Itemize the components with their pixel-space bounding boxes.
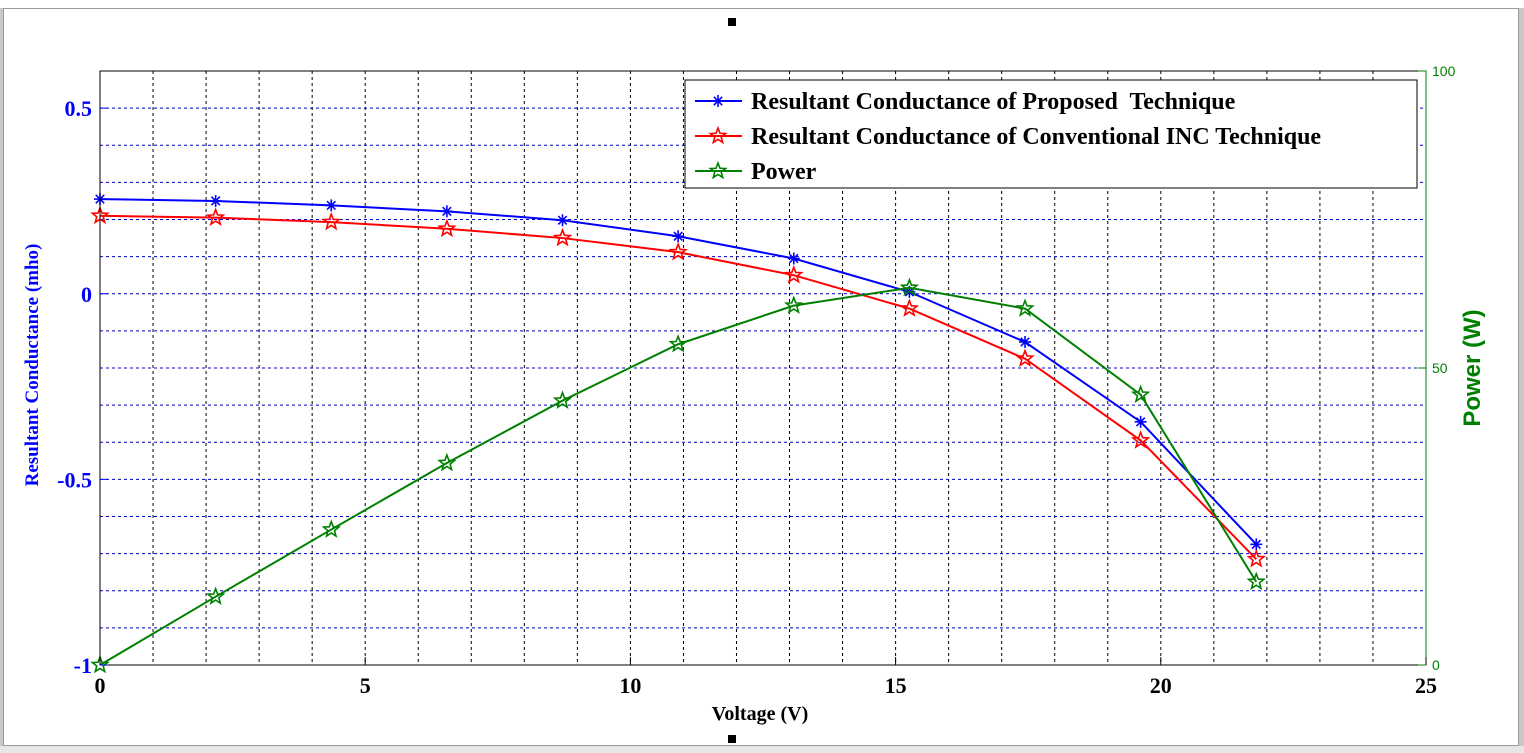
legend-label: Resultant Conductance of Proposed Techni… — [751, 89, 1236, 115]
y-left-tick-label: 0.5 — [65, 96, 93, 121]
data-point-proposed — [440, 205, 453, 218]
y-left-axis-label: Resultant Conductance (mho) — [22, 244, 43, 487]
data-point-conventional — [1246, 548, 1267, 568]
data-point-power — [321, 519, 341, 538]
data-point-proposed — [787, 252, 800, 265]
data-point-proposed — [1019, 336, 1032, 349]
data-point-power — [784, 295, 804, 314]
data-point-power — [1015, 298, 1035, 317]
data-point-conventional — [668, 241, 688, 261]
data-point-proposed — [672, 230, 685, 243]
data-point-power — [668, 333, 688, 353]
y-left-axis-ticks: 0.5 0 -0.5 -1 — [57, 96, 108, 678]
series-proposed — [94, 193, 1263, 551]
y-left-tick-label: 0 — [81, 282, 92, 307]
legend-item-proposed: Resultant Conductance of Proposed Techni… — [695, 89, 1236, 115]
y-right-axis-ticks: 100 50 0 — [1418, 63, 1456, 673]
series-line-power — [99, 286, 1258, 666]
data-point-conventional — [552, 227, 573, 247]
y-right-tick-label: 0 — [1432, 657, 1440, 673]
y-right-tick-label: 100 — [1432, 63, 1456, 79]
data-point-power — [899, 277, 920, 297]
legend-box — [684, 79, 1418, 189]
legend: Resultant Conductance of Proposed Techni… — [684, 79, 1418, 189]
data-point-conventional — [899, 298, 920, 317]
legend-marker — [708, 160, 728, 180]
resize-handle-bottom[interactable] — [728, 735, 736, 743]
legend-marker — [712, 95, 724, 107]
y-left-tick-label: -0.5 — [57, 467, 92, 492]
y-right-tick-label: 50 — [1432, 360, 1448, 376]
data-point-proposed — [209, 194, 222, 207]
x-tick-label: 20 — [1150, 673, 1172, 698]
x-axis-ticks: 0 5 10 15 20 25 — [95, 657, 1437, 698]
data-point-conventional — [1015, 348, 1035, 368]
window-top-bar — [0, 0, 1524, 8]
data-point-conventional — [1130, 430, 1151, 449]
series-line-conventional — [99, 214, 1257, 560]
legend-item-power: Power — [695, 159, 817, 185]
data-point-power — [1130, 384, 1151, 404]
data-point-power — [552, 390, 573, 409]
data-point-proposed — [1134, 415, 1147, 428]
series-power — [90, 277, 1267, 674]
x-tick-label: 5 — [360, 673, 371, 698]
legend-item-conventional: Resultant Conductance of Conventional IN… — [695, 124, 1321, 150]
data-point-conventional — [205, 207, 226, 226]
x-tick-label: 25 — [1415, 673, 1437, 698]
data-point-proposed — [325, 199, 338, 212]
series-layer — [90, 193, 1267, 674]
legend-label: Resultant Conductance of Conventional IN… — [751, 124, 1321, 150]
resize-handle-top[interactable] — [728, 18, 736, 26]
x-tick-label: 10 — [619, 673, 641, 698]
legend-marker — [708, 125, 728, 145]
data-point-power — [437, 452, 457, 472]
data-point-power — [90, 654, 110, 674]
series-conventional — [90, 205, 1267, 568]
data-point-proposed — [1250, 538, 1263, 551]
data-point-power — [205, 586, 226, 605]
x-tick-label: 15 — [885, 673, 907, 698]
legend-label: Power — [751, 159, 817, 185]
x-tick-label: 0 — [95, 673, 106, 698]
x-axis-label: Voltage (V) — [712, 703, 808, 725]
data-point-conventional — [437, 218, 457, 238]
data-point-conventional — [321, 211, 341, 231]
window-bottom-strip — [0, 746, 1524, 753]
y-left-tick-label: -1 — [74, 653, 92, 678]
data-point-power — [1246, 571, 1267, 591]
y-right-axis-label: Power (W) — [1459, 309, 1486, 426]
data-point-conventional — [784, 264, 804, 284]
data-point-proposed — [556, 214, 569, 227]
